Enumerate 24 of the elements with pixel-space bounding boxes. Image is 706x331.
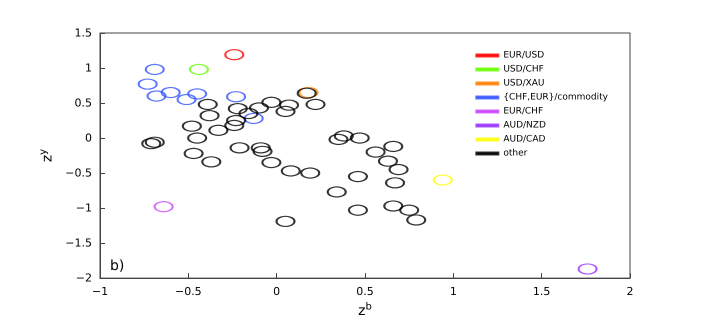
x-tick-label: 1.5 — [532, 285, 550, 298]
y-tick-label: −1 — [76, 202, 92, 215]
legend-label: {CHF,EUR}/commodity — [503, 92, 609, 102]
x-tick-label: 0 — [273, 285, 280, 298]
x-tick-label: 1 — [450, 285, 457, 298]
legend-label: USD/CHF — [503, 64, 544, 74]
y-tick-label: 1.5 — [74, 26, 92, 40]
x-tick-label: 0.5 — [356, 285, 374, 298]
y-tick-label: 0 — [85, 132, 92, 145]
y-tick-label: −1.5 — [65, 236, 92, 250]
y-axis-title: zy — [38, 148, 56, 162]
legend-label: EUR/USD — [503, 50, 544, 60]
legend-label: USD/XAU — [503, 78, 545, 88]
legend-label: other — [503, 148, 528, 158]
y-tick-label: −2 — [76, 272, 92, 285]
y-tick-label: 0.5 — [74, 96, 92, 110]
legend-label: AUD/NZD — [503, 120, 546, 130]
y-tick-label: 1 — [85, 62, 92, 75]
annotation: b) — [110, 258, 124, 274]
y-tick-label: −0.5 — [65, 166, 92, 180]
x-tick-label: −0.5 — [174, 285, 202, 298]
x-tick-label: 2 — [626, 285, 634, 298]
legend-label: AUD/CAD — [503, 134, 546, 144]
legend-label: EUR/CHF — [503, 106, 544, 116]
